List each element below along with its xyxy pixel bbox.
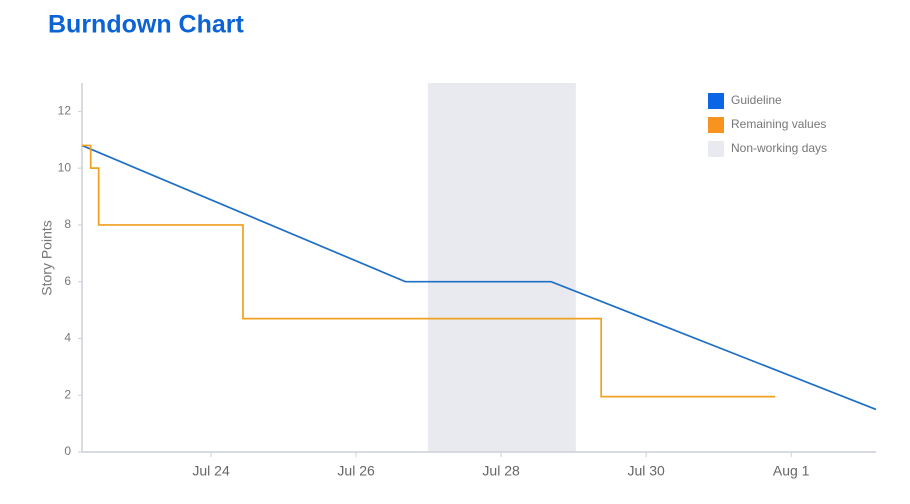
legend-swatch <box>708 141 724 157</box>
non-working-band <box>427 83 576 452</box>
legend-swatch <box>708 117 724 133</box>
legend-label: Remaining values <box>731 117 826 131</box>
x-tick-label: Jul 28 <box>482 463 520 479</box>
x-tick-label: Jul 30 <box>627 463 665 479</box>
y-tick-label: 2 <box>64 387 71 401</box>
y-tick-label: 4 <box>64 331 71 345</box>
y-axis-label: Story Points <box>39 220 55 295</box>
x-tick-label: Aug 1 <box>773 463 810 479</box>
chart-title: Burndown Chart <box>48 11 244 39</box>
series-line <box>81 144 877 411</box>
y-tick-label: 12 <box>58 104 72 118</box>
legend-label: Guideline <box>731 93 782 107</box>
x-tick-label: Jul 24 <box>192 463 230 479</box>
y-tick-label: 10 <box>58 160 72 174</box>
legend-label: Non-working days <box>731 141 827 155</box>
legend-swatch <box>708 93 724 109</box>
series-line <box>82 144 776 398</box>
x-tick-label: Jul 26 <box>337 463 375 479</box>
y-tick-label: 6 <box>64 274 71 288</box>
y-tick-label: 8 <box>64 217 71 231</box>
y-tick-label: 0 <box>64 444 71 458</box>
